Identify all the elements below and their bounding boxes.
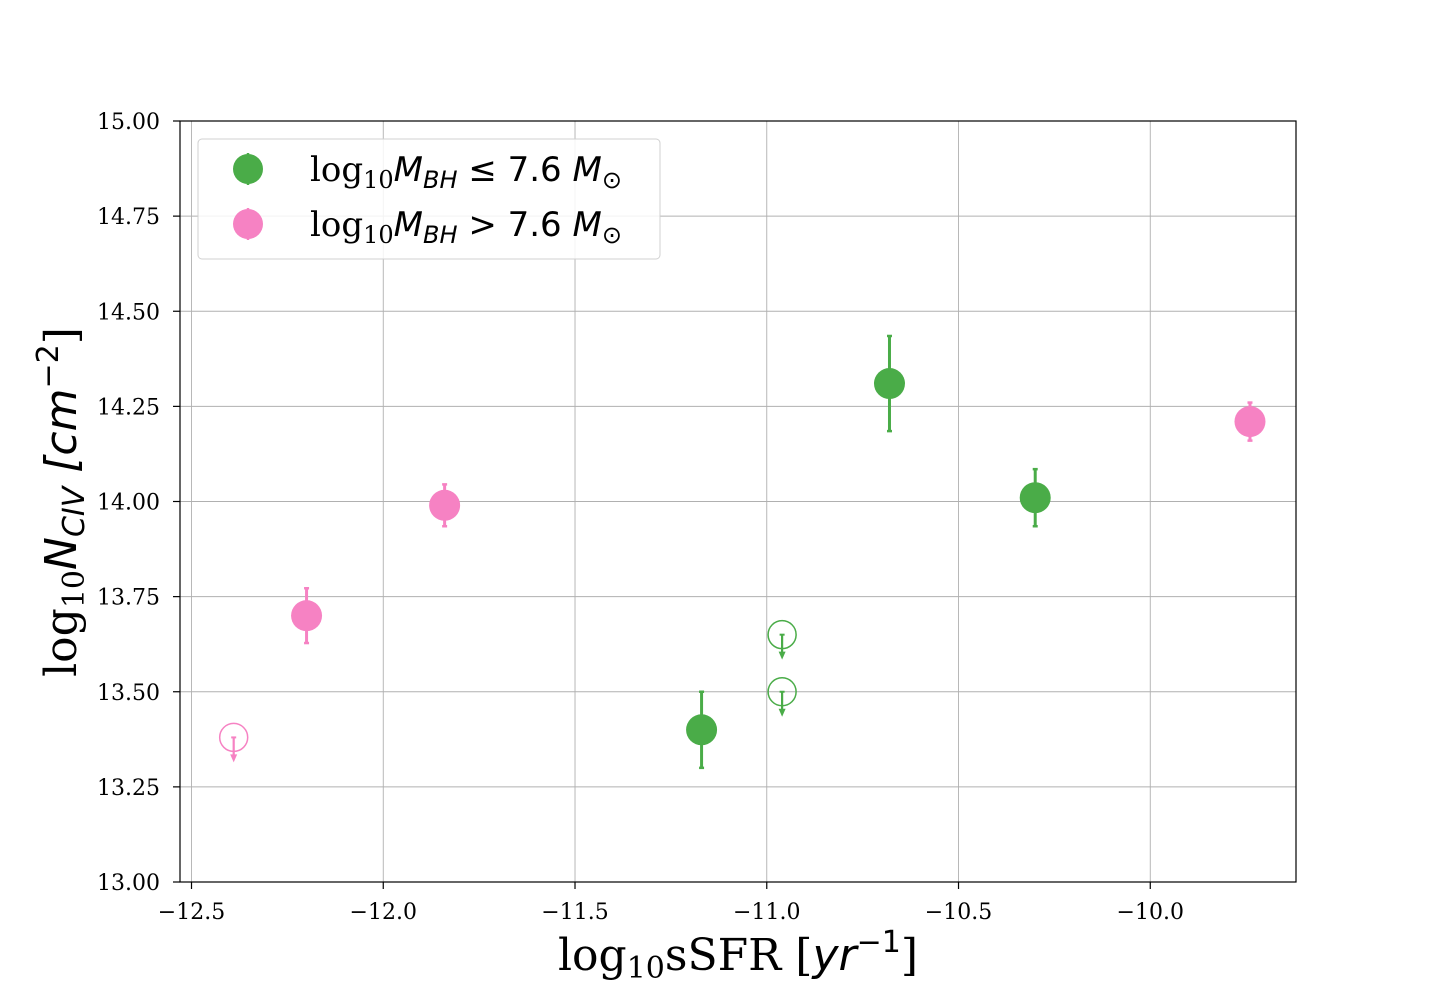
data-point bbox=[429, 489, 461, 521]
y-tick-label: 13.00 bbox=[97, 871, 160, 896]
x-tick-label: −12.5 bbox=[158, 900, 225, 925]
upper-limit-arrowhead bbox=[778, 651, 786, 660]
x-tick-label: −12.0 bbox=[350, 900, 417, 925]
upper-limit-point bbox=[767, 677, 797, 707]
y-tick-label: 14.75 bbox=[97, 205, 160, 230]
legend-box bbox=[197, 138, 661, 260]
legend-label-low-mass: log10MBH ≤ 7.6 M⊙ bbox=[310, 150, 622, 194]
legend-entry-high-mass: log10MBH > 7.6 M⊙ bbox=[233, 205, 622, 249]
x-tick-label: −10.5 bbox=[925, 900, 992, 925]
y-tick-label: 13.50 bbox=[97, 681, 160, 706]
data-point bbox=[686, 714, 718, 746]
x-tick-label: −11.0 bbox=[733, 900, 800, 925]
upper-limit-arrowhead bbox=[230, 754, 238, 763]
legend-entry-low-mass: log10MBH ≤ 7.6 M⊙ bbox=[233, 150, 622, 194]
data-point bbox=[873, 368, 905, 400]
grid-lines bbox=[180, 120, 1296, 883]
legend-marker bbox=[233, 154, 263, 184]
legend-marker bbox=[233, 209, 263, 239]
x-tick-label: −11.5 bbox=[541, 900, 608, 925]
data-point bbox=[1019, 482, 1051, 514]
y-tick-label: 13.75 bbox=[97, 586, 160, 611]
y-tick-label: 14.00 bbox=[97, 491, 160, 516]
upper-limit-point bbox=[767, 619, 797, 650]
y-tick-label: 15.00 bbox=[97, 110, 160, 135]
y-axis-label: log10NCIV [cm−2] bbox=[31, 327, 92, 677]
data-point bbox=[1234, 406, 1266, 438]
x-axis-label: log10sSFR [yr−1] bbox=[558, 925, 918, 986]
y-tick-label: 14.25 bbox=[97, 395, 160, 420]
upper-limit-point bbox=[218, 722, 249, 753]
axis-ticks: −12.5 −12.0 −11.5 −11.0 −10.5 −10.0 13.00 13.25… bbox=[97, 110, 1184, 925]
y-tick-label: 13.25 bbox=[97, 776, 160, 801]
legend-label-high-mass: log10MBH > 7.6 M⊙ bbox=[310, 205, 622, 249]
y-tick-label: 14.50 bbox=[97, 300, 160, 325]
series-1 bbox=[218, 401, 1266, 763]
legend: log10MBH ≤ 7.6 M⊙ log10MBH > 7.6 M⊙ bbox=[197, 138, 661, 260]
x-tick-label: −10.0 bbox=[1117, 900, 1184, 925]
upper-limit-arrowhead bbox=[778, 708, 786, 717]
series-0 bbox=[686, 334, 1051, 770]
data-points bbox=[218, 334, 1266, 770]
data-point bbox=[291, 600, 323, 632]
